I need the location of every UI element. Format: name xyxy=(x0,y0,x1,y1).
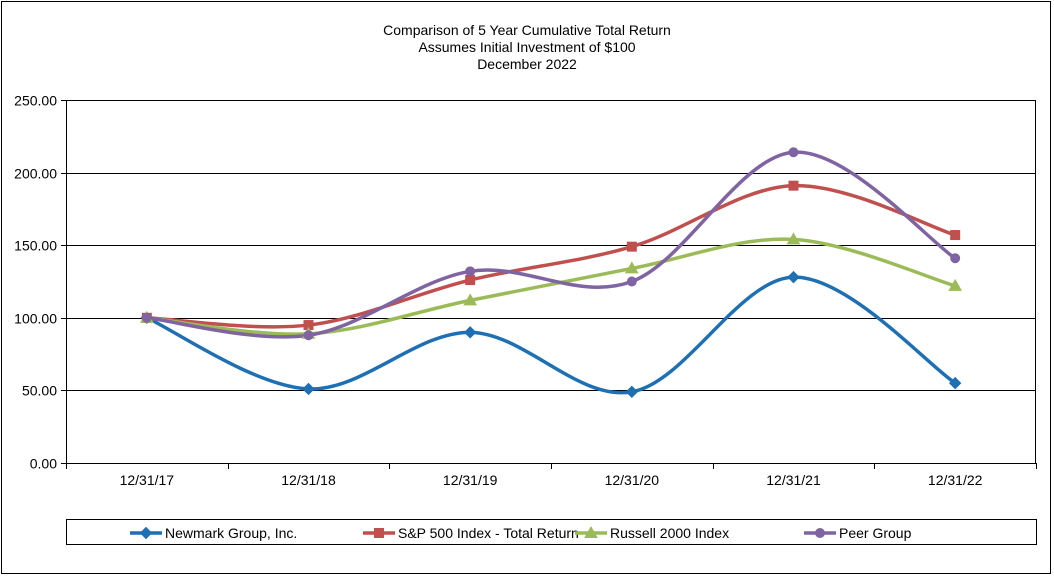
legend-label: Newmark Group, Inc. xyxy=(165,525,298,541)
y-tick-label: 150.00 xyxy=(14,238,57,254)
x-tick-label: 12/31/17 xyxy=(120,472,175,488)
series-line xyxy=(145,237,957,336)
series-markers xyxy=(139,147,963,399)
axes: 0.00 50.00 100.00 150.00 200.00 250.00 12/31/1… xyxy=(14,93,1037,488)
legend-swatch-marker xyxy=(815,528,825,538)
legend-item: Newmark Group, Inc. xyxy=(129,523,297,543)
legend-item: Peer Group xyxy=(803,523,911,543)
series-lines xyxy=(145,150,957,395)
data-point-marker xyxy=(465,275,476,286)
legend-label: Russell 2000 Index xyxy=(610,525,730,541)
data-point-marker xyxy=(302,382,315,396)
y-tick-label: 0.00 xyxy=(30,456,57,472)
x-tick-label: 12/31/21 xyxy=(766,472,821,488)
legend-swatch-marker xyxy=(139,526,153,540)
data-point-marker xyxy=(463,293,478,306)
data-point-marker xyxy=(626,276,637,287)
data-point-marker xyxy=(465,266,476,277)
data-point-marker xyxy=(950,230,961,241)
legend-swatch xyxy=(804,528,836,538)
legend-swatch xyxy=(575,525,607,538)
legend-label: Peer Group xyxy=(839,525,912,541)
data-point-marker xyxy=(950,253,961,264)
data-point-marker xyxy=(624,261,639,274)
series-line xyxy=(145,183,957,329)
x-tick-label: 12/31/18 xyxy=(281,472,336,488)
data-point-marker xyxy=(948,376,962,390)
data-point-marker xyxy=(788,147,799,158)
data-point-marker xyxy=(787,270,800,284)
legend-item: S&P 500 Index - Total Return xyxy=(362,523,579,543)
legend-swatch xyxy=(130,526,162,540)
gridlines xyxy=(66,100,1036,391)
x-tick-label: 12/31/19 xyxy=(443,472,498,488)
chart-title: Comparison of 5 Year Cumulative Total Re… xyxy=(383,22,671,38)
data-point-marker xyxy=(786,232,801,245)
y-tick-label: 100.00 xyxy=(14,311,57,327)
y-tick-label: 50.00 xyxy=(22,383,57,399)
legend: Newmark Group, Inc. S&P 500 Index - Total… xyxy=(66,519,1037,545)
chart-date-line: December 2022 xyxy=(477,56,577,72)
data-point-marker xyxy=(626,241,637,252)
data-point-marker xyxy=(303,330,314,341)
data-point-marker xyxy=(463,326,477,339)
series-line xyxy=(145,275,957,395)
data-point-marker xyxy=(788,180,799,191)
legend-swatch xyxy=(363,528,395,538)
data-point-marker xyxy=(141,312,152,323)
legend-item: Russell 2000 Index xyxy=(574,523,729,543)
y-tick-label: 250.00 xyxy=(14,93,57,109)
legend-swatch-marker xyxy=(374,528,384,538)
y-tick-label: 200.00 xyxy=(14,166,57,182)
chart-subtitle: Assumes Initial Investment of $100 xyxy=(418,39,636,55)
legend-swatch-marker xyxy=(584,525,598,538)
x-tick-label: 12/31/20 xyxy=(605,472,660,488)
data-point-marker xyxy=(948,278,963,291)
data-point-marker xyxy=(625,385,639,399)
x-tick-label: 12/31/22 xyxy=(928,472,983,488)
legend-label: S&P 500 Index - Total Return xyxy=(398,525,579,541)
